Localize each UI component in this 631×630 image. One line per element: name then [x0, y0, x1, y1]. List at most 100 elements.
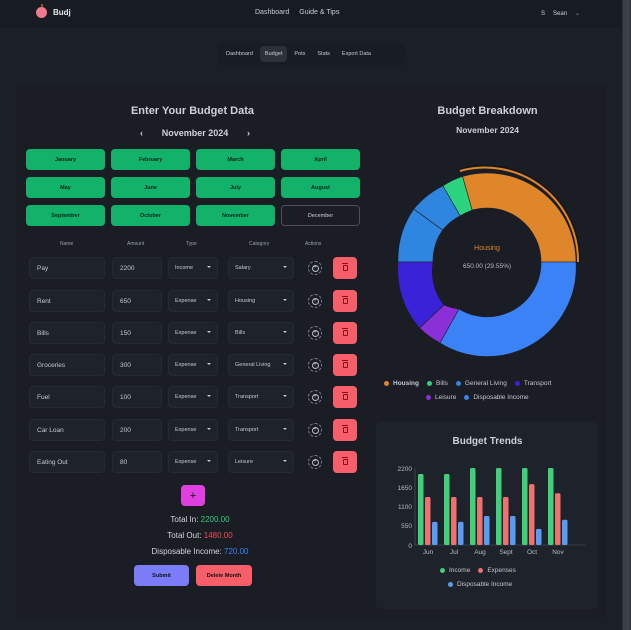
- row-category-select[interactable]: Bills: [228, 322, 294, 344]
- bar-income-jul[interactable]: [444, 473, 450, 545]
- chevron-left-icon[interactable]: ‹: [140, 128, 143, 138]
- row-name-input[interactable]: Groceries: [29, 354, 105, 376]
- row-amount-input[interactable]: 80: [112, 451, 162, 473]
- add-row-below-button[interactable]: +: [308, 294, 322, 308]
- chevron-right-icon[interactable]: ›: [246, 128, 250, 138]
- add-row-below-button[interactable]: +: [308, 390, 322, 404]
- add-row-below-button[interactable]: +: [308, 423, 322, 437]
- delete-row-button[interactable]: [333, 290, 357, 312]
- legend-leisure[interactable]: Leisure: [426, 394, 456, 401]
- tab-export-data[interactable]: Export Data: [341, 51, 371, 57]
- month-april[interactable]: April: [281, 149, 360, 170]
- row-amount-input[interactable]: 650: [112, 290, 162, 312]
- row-category-select[interactable]: Leisure: [228, 451, 294, 473]
- row-type-select[interactable]: Expense: [168, 419, 218, 441]
- delete-row-button[interactable]: [333, 322, 357, 344]
- delete-row-button[interactable]: [333, 257, 357, 279]
- add-row-below-button[interactable]: +: [308, 326, 322, 340]
- col-name: Name: [60, 241, 74, 247]
- bar-disposable-income-nov[interactable]: [562, 519, 568, 545]
- row-type-select[interactable]: Expense: [168, 322, 218, 344]
- tab-budget[interactable]: Budget: [259, 46, 288, 62]
- bar-income-oct[interactable]: [522, 468, 528, 545]
- delete-month-button[interactable]: Delete Month: [196, 565, 252, 586]
- month-january[interactable]: January: [26, 149, 105, 170]
- legend-income[interactable]: Income: [440, 567, 470, 574]
- bar-expenses-sept[interactable]: [503, 497, 509, 545]
- row-name-input[interactable]: Pay: [29, 257, 105, 279]
- row-name-input[interactable]: Fuel: [29, 386, 105, 408]
- bar-expenses-oct[interactable]: [529, 484, 535, 545]
- row-name-input[interactable]: Bills: [29, 322, 105, 344]
- row-name-input[interactable]: Eating Out: [29, 451, 105, 473]
- add-row-below-button[interactable]: +: [308, 358, 322, 372]
- tab-pots[interactable]: Pots: [294, 51, 306, 57]
- bar-income-aug[interactable]: [470, 468, 476, 545]
- add-row-button[interactable]: +: [181, 485, 205, 506]
- bar-income-jun[interactable]: [418, 473, 424, 545]
- row-category-select[interactable]: Salary: [228, 257, 294, 279]
- nav-dashboard[interactable]: Dashboard: [255, 9, 290, 16]
- delete-row-button[interactable]: [333, 354, 357, 376]
- user-menu[interactable]: S Sean ⌄: [541, 10, 580, 18]
- month-october[interactable]: October: [111, 205, 190, 226]
- month-december[interactable]: December: [281, 205, 360, 226]
- scrollbar-thumb[interactable]: [623, 0, 630, 630]
- legend-housing[interactable]: Housing: [384, 380, 419, 387]
- month-august[interactable]: August: [281, 177, 360, 198]
- budget-donut-chart[interactable]: [390, 165, 590, 365]
- tab-dashboard[interactable]: Dashboard: [226, 51, 253, 57]
- legend-expenses[interactable]: Expenses: [478, 567, 516, 574]
- row-type-select[interactable]: Expense: [168, 386, 218, 408]
- delete-row-button[interactable]: [333, 419, 357, 441]
- legend-bills[interactable]: Bills: [427, 380, 448, 387]
- add-row-below-button[interactable]: +: [308, 455, 322, 469]
- bar-expenses-jul[interactable]: [451, 497, 457, 545]
- row-amount-input[interactable]: 100: [112, 386, 162, 408]
- bar-disposable-income-oct[interactable]: [536, 528, 542, 545]
- month-july[interactable]: July: [196, 177, 275, 198]
- legend-disposable[interactable]: Disposable Income: [448, 581, 512, 588]
- legend-disposable-income[interactable]: Disposable Income: [464, 394, 529, 401]
- apple-logo-icon: [36, 4, 47, 18]
- row-name-input[interactable]: Car Loan: [29, 419, 105, 441]
- budget-trends-bar-chart[interactable]: 2200 1650 1100 550 0 Jun Jul Aug Sept Oct Nov: [385, 460, 590, 560]
- row-type-select[interactable]: Income: [168, 257, 218, 279]
- nav-guide-tips[interactable]: Guide & Tips: [299, 9, 340, 16]
- row-amount-input[interactable]: 150: [112, 322, 162, 344]
- legend-general-living[interactable]: General Living: [455, 380, 507, 387]
- month-may[interactable]: May: [26, 177, 105, 198]
- row-type-select[interactable]: Expense: [168, 290, 218, 312]
- bar-disposable-income-jul[interactable]: [458, 521, 464, 545]
- row-amount-input[interactable]: 2200: [112, 257, 162, 279]
- add-row-below-button[interactable]: +: [308, 261, 322, 275]
- row-amount-input[interactable]: 200: [112, 419, 162, 441]
- row-name-input[interactable]: Rent: [29, 290, 105, 312]
- month-february[interactable]: February: [111, 149, 190, 170]
- row-amount-input[interactable]: 300: [112, 354, 162, 376]
- row-type-select[interactable]: Expense: [168, 354, 218, 376]
- bar-expenses-jun[interactable]: [425, 497, 431, 545]
- logo[interactable]: Budj: [36, 4, 71, 18]
- row-category-select[interactable]: Transport: [228, 386, 294, 408]
- month-november[interactable]: November: [196, 205, 275, 226]
- row-category-select[interactable]: Housing: [228, 290, 294, 312]
- bar-income-sept[interactable]: [496, 468, 502, 545]
- row-category-select[interactable]: General Living: [228, 354, 294, 376]
- bar-expenses-nov[interactable]: [555, 493, 561, 545]
- delete-row-button[interactable]: [333, 386, 357, 408]
- month-march[interactable]: March: [196, 149, 275, 170]
- bar-disposable-income-sept[interactable]: [510, 515, 516, 545]
- delete-row-button[interactable]: [333, 451, 357, 473]
- row-category-select[interactable]: Transport: [228, 419, 294, 441]
- bar-income-nov[interactable]: [548, 468, 554, 545]
- row-type-select[interactable]: Expense: [168, 451, 218, 473]
- legend-transport[interactable]: Transport: [514, 380, 551, 387]
- submit-button[interactable]: Submit: [134, 565, 189, 586]
- bar-disposable-income-aug[interactable]: [484, 515, 490, 545]
- month-september[interactable]: September: [26, 205, 105, 226]
- tab-stats[interactable]: Stats: [317, 51, 330, 57]
- bar-expenses-aug[interactable]: [477, 497, 483, 545]
- month-june[interactable]: June: [111, 177, 190, 198]
- bar-disposable-income-jun[interactable]: [432, 521, 438, 545]
